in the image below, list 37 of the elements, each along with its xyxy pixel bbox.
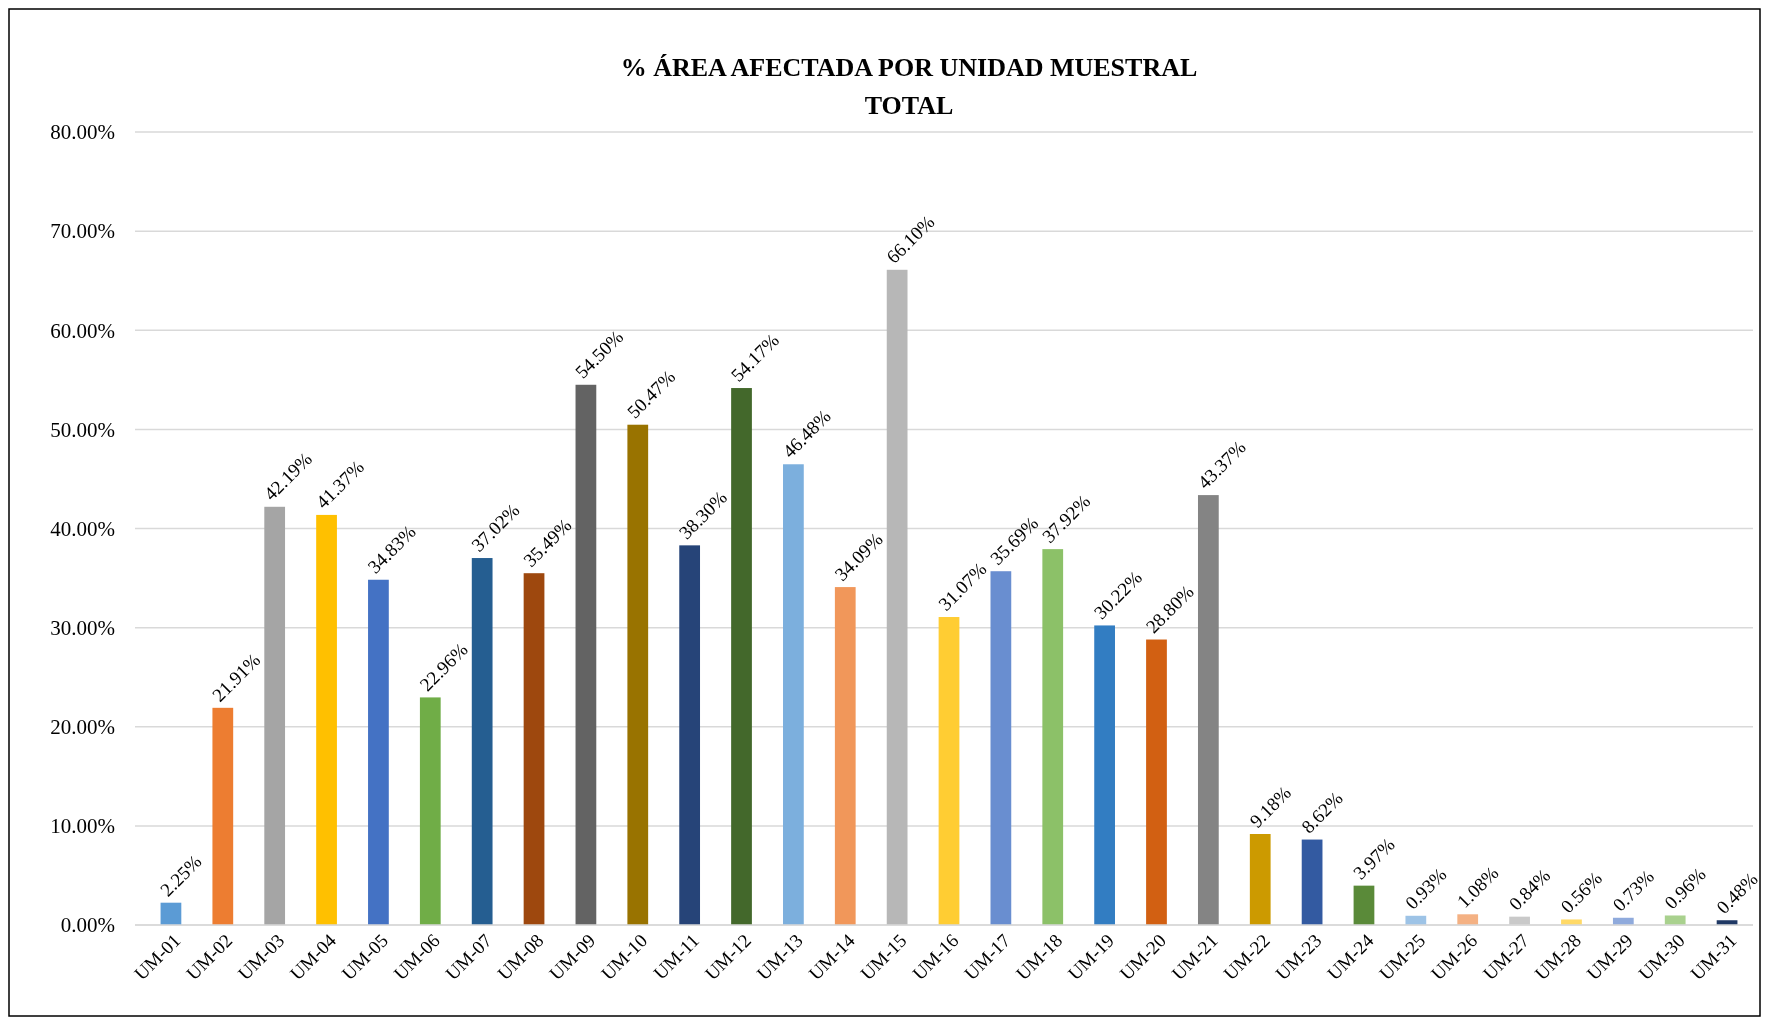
- bar: [1094, 625, 1115, 925]
- bar: [1353, 885, 1375, 925]
- chart-title: % ÁREA AFECTADA POR UNIDAD MUESTRAL TOTAL: [620, 53, 1198, 120]
- y-tick-label: 20.00%: [50, 715, 115, 740]
- y-tick-label: 80.00%: [50, 120, 115, 145]
- bar: [368, 579, 389, 925]
- bar: [419, 697, 441, 925]
- bar: [679, 545, 701, 925]
- bar: [160, 902, 182, 925]
- bar: [212, 707, 234, 925]
- bar: [1146, 639, 1167, 925]
- bar: [1457, 914, 1479, 925]
- bar: [264, 506, 286, 925]
- bar: [627, 424, 649, 925]
- y-tick-label: 30.00%: [50, 615, 115, 640]
- y-tick-label: 60.00%: [50, 318, 115, 343]
- bar: [1042, 549, 1064, 925]
- bar: [834, 587, 856, 925]
- y-tick-label: 0.00%: [60, 913, 115, 938]
- bar: [731, 388, 752, 925]
- bar: [316, 514, 337, 925]
- bar: [471, 558, 493, 925]
- bar: [938, 617, 960, 925]
- bar: [990, 571, 1012, 925]
- bar: [1197, 495, 1219, 925]
- bar: [886, 269, 908, 925]
- y-tick-label: 70.00%: [50, 219, 115, 244]
- y-tick-label: 50.00%: [50, 417, 115, 442]
- bar: [523, 573, 545, 925]
- bar: [1664, 915, 1686, 925]
- bar: [1249, 834, 1271, 925]
- bar: [1301, 839, 1323, 925]
- y-tick-label: 40.00%: [50, 516, 115, 541]
- bar: [783, 464, 804, 925]
- bar: [575, 384, 597, 925]
- y-tick-label: 10.00%: [50, 814, 115, 839]
- bar: [1561, 919, 1582, 925]
